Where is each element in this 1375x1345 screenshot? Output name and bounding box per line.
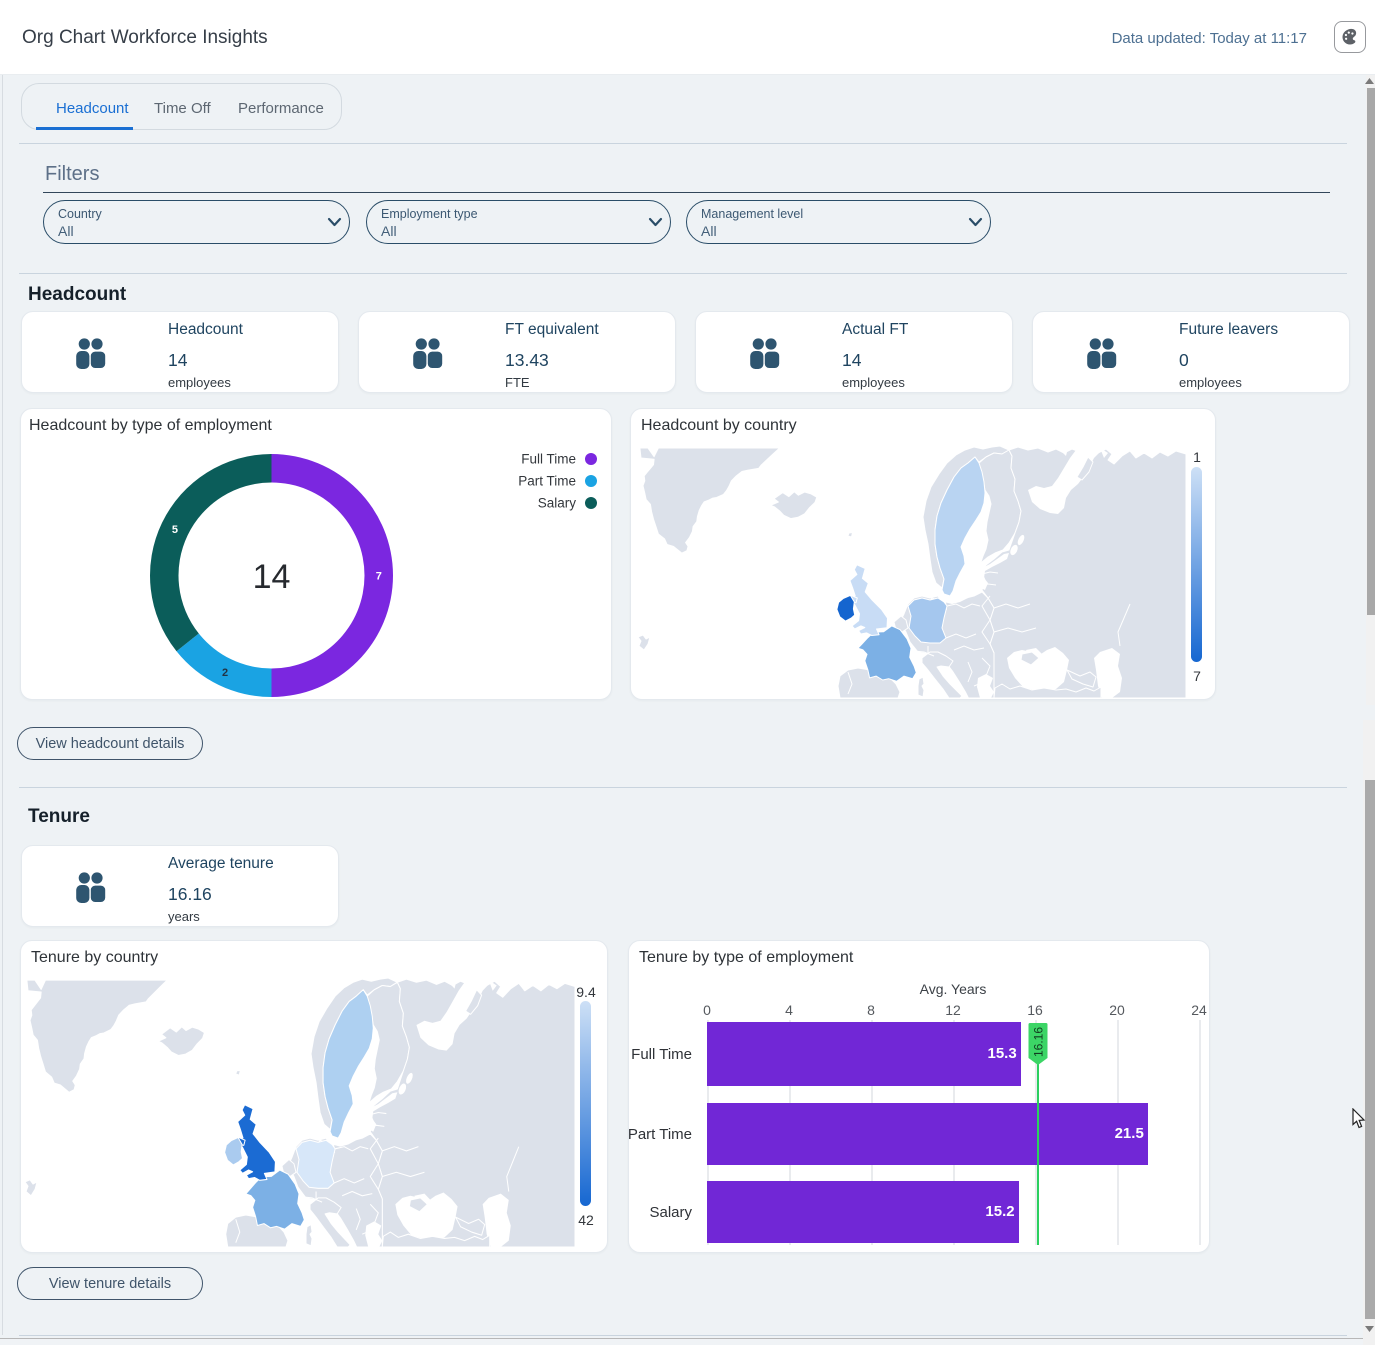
svg-text:Full Time: Full Time (521, 452, 576, 467)
svg-text:5: 5 (172, 524, 178, 536)
svg-text:Part Time: Part Time (518, 474, 576, 489)
svg-text:16.16: 16.16 (1032, 1027, 1046, 1057)
svg-text:Salary: Salary (538, 496, 577, 511)
svg-text:7: 7 (376, 571, 382, 583)
svg-text:2: 2 (222, 667, 228, 679)
svg-text:14: 14 (253, 558, 291, 596)
